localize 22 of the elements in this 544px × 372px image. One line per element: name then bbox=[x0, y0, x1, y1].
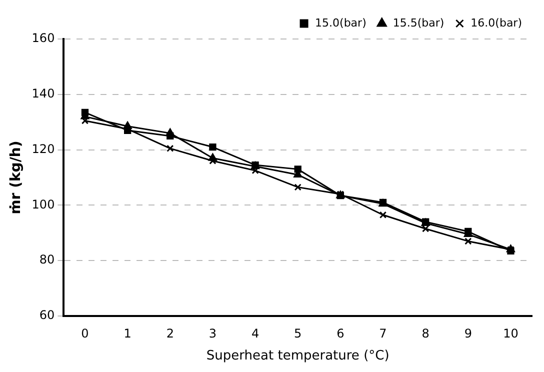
x-tick-label: 0 bbox=[81, 326, 89, 340]
x-tick-label: 10 bbox=[503, 326, 518, 340]
x-tick-label: 1 bbox=[124, 326, 132, 340]
x-tick-label: 9 bbox=[464, 326, 472, 340]
y-tick-label: 160 bbox=[32, 31, 55, 46]
y-tick-label: 60 bbox=[39, 308, 55, 322]
legend-label: 15.0(bar) bbox=[315, 16, 366, 30]
y-tick-label: 100 bbox=[32, 197, 55, 212]
x-tick-label: 7 bbox=[379, 326, 387, 340]
x-tick-label: 3 bbox=[208, 326, 217, 340]
y-tick-label: 80 bbox=[39, 252, 55, 267]
x-axis-title: Superheat temperature (°C) bbox=[206, 348, 390, 364]
x-tick-label: 2 bbox=[166, 326, 174, 340]
legend-label: 16.0(bar) bbox=[470, 16, 522, 30]
x-tick-label: 4 bbox=[251, 326, 260, 340]
x-tick-label: 6 bbox=[336, 326, 344, 340]
legend-label: 15.5(bar) bbox=[392, 16, 444, 30]
y-tick-label: 120 bbox=[32, 142, 55, 156]
x-tick-label: 8 bbox=[422, 326, 430, 340]
y-axis-title: ṁr (kg/h) bbox=[8, 140, 24, 214]
y-tick-label: 140 bbox=[32, 86, 55, 101]
x-tick-label: 5 bbox=[294, 326, 302, 340]
